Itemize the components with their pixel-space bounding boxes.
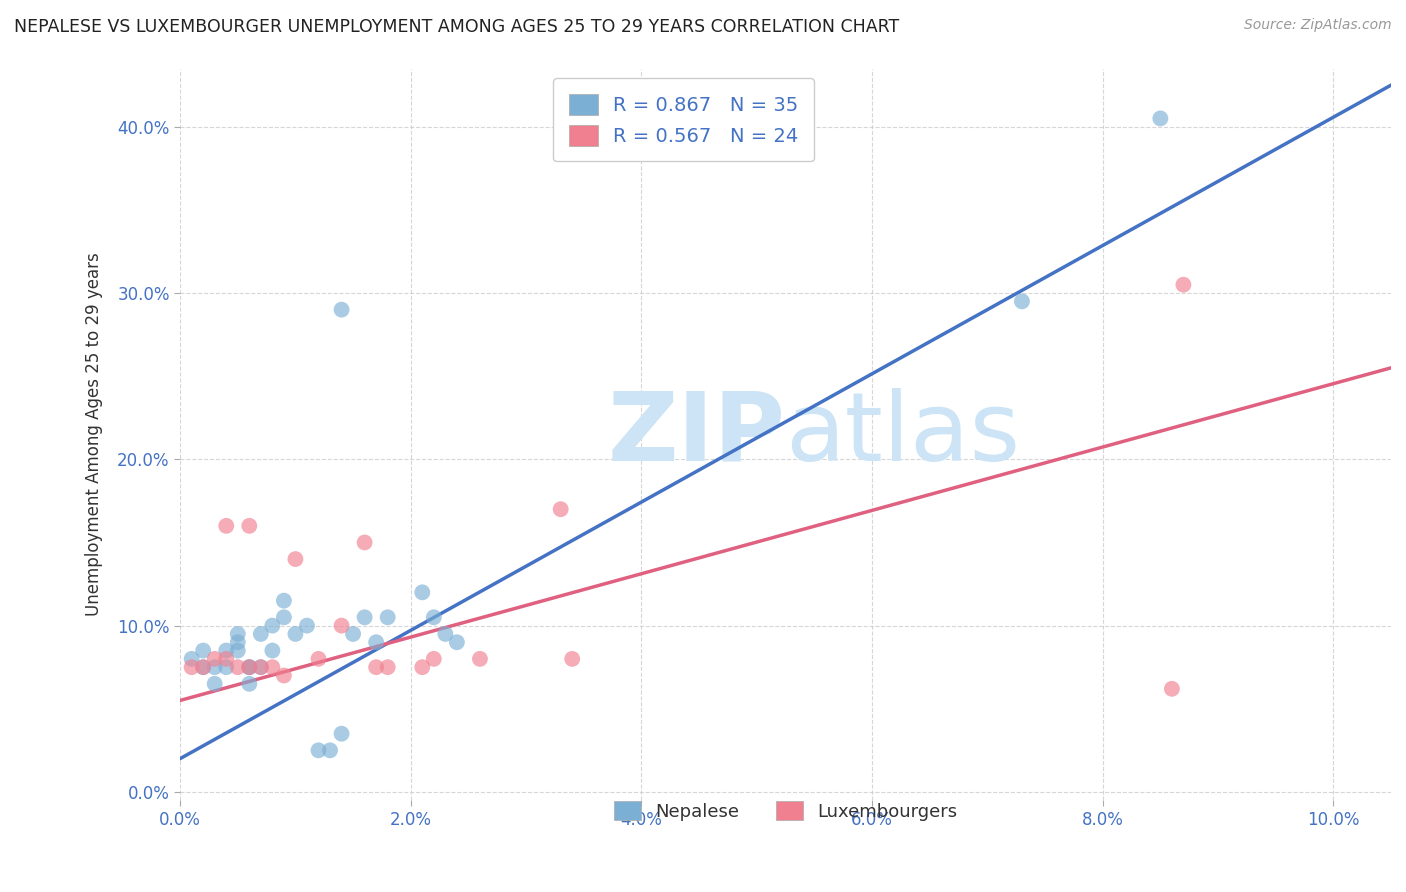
Luxembourgers bbox=[273, 668, 295, 682]
Luxembourgers bbox=[1173, 277, 1195, 292]
Nepalese bbox=[342, 627, 364, 641]
Nepalese bbox=[204, 660, 226, 674]
Luxembourgers bbox=[353, 535, 375, 549]
Luxembourgers bbox=[180, 660, 202, 674]
Text: atlas: atlas bbox=[786, 388, 1021, 481]
Luxembourgers bbox=[215, 652, 238, 666]
Nepalese bbox=[308, 743, 330, 757]
Luxembourgers bbox=[250, 660, 273, 674]
Nepalese bbox=[238, 660, 260, 674]
Luxembourgers bbox=[468, 652, 491, 666]
Luxembourgers bbox=[262, 660, 284, 674]
Nepalese bbox=[377, 610, 399, 624]
Nepalese bbox=[250, 627, 273, 641]
Luxembourgers bbox=[550, 502, 572, 516]
Nepalese bbox=[215, 660, 238, 674]
Nepalese bbox=[411, 585, 433, 599]
Luxembourgers bbox=[561, 652, 583, 666]
Luxembourgers bbox=[193, 660, 215, 674]
Nepalese bbox=[353, 610, 375, 624]
Nepalese bbox=[366, 635, 388, 649]
Nepalese bbox=[204, 677, 226, 691]
Nepalese bbox=[226, 635, 249, 649]
Luxembourgers bbox=[330, 618, 353, 632]
Nepalese bbox=[284, 627, 307, 641]
Y-axis label: Unemployment Among Ages 25 to 29 years: Unemployment Among Ages 25 to 29 years bbox=[86, 252, 103, 616]
Luxembourgers bbox=[215, 518, 238, 533]
Nepalese bbox=[330, 727, 353, 741]
Luxembourgers bbox=[238, 660, 260, 674]
Nepalese bbox=[273, 610, 295, 624]
Luxembourgers bbox=[226, 660, 249, 674]
Luxembourgers bbox=[1160, 681, 1182, 696]
Nepalese bbox=[226, 627, 249, 641]
Luxembourgers bbox=[366, 660, 388, 674]
Nepalese bbox=[423, 610, 446, 624]
Luxembourgers bbox=[377, 660, 399, 674]
Nepalese bbox=[1149, 112, 1171, 126]
Nepalese bbox=[1011, 294, 1033, 309]
Nepalese bbox=[446, 635, 468, 649]
Text: NEPALESE VS LUXEMBOURGER UNEMPLOYMENT AMONG AGES 25 TO 29 YEARS CORRELATION CHAR: NEPALESE VS LUXEMBOURGER UNEMPLOYMENT AM… bbox=[14, 18, 900, 36]
Text: ZIP: ZIP bbox=[607, 388, 786, 481]
Nepalese bbox=[238, 677, 260, 691]
Luxembourgers bbox=[238, 518, 260, 533]
Nepalese bbox=[262, 618, 284, 632]
Nepalese bbox=[330, 302, 353, 317]
Luxembourgers bbox=[204, 652, 226, 666]
Luxembourgers bbox=[411, 660, 433, 674]
Nepalese bbox=[295, 618, 318, 632]
Nepalese bbox=[226, 643, 249, 657]
Nepalese bbox=[319, 743, 342, 757]
Luxembourgers bbox=[423, 652, 446, 666]
Nepalese bbox=[238, 660, 260, 674]
Nepalese bbox=[250, 660, 273, 674]
Nepalese bbox=[193, 643, 215, 657]
Legend: Nepalese, Luxembourgers: Nepalese, Luxembourgers bbox=[599, 787, 972, 835]
Nepalese bbox=[262, 643, 284, 657]
Nepalese bbox=[434, 627, 457, 641]
Nepalese bbox=[273, 593, 295, 607]
Nepalese bbox=[180, 652, 202, 666]
Nepalese bbox=[193, 660, 215, 674]
Luxembourgers bbox=[284, 552, 307, 566]
Luxembourgers bbox=[308, 652, 330, 666]
Text: Source: ZipAtlas.com: Source: ZipAtlas.com bbox=[1244, 18, 1392, 32]
Nepalese bbox=[215, 643, 238, 657]
